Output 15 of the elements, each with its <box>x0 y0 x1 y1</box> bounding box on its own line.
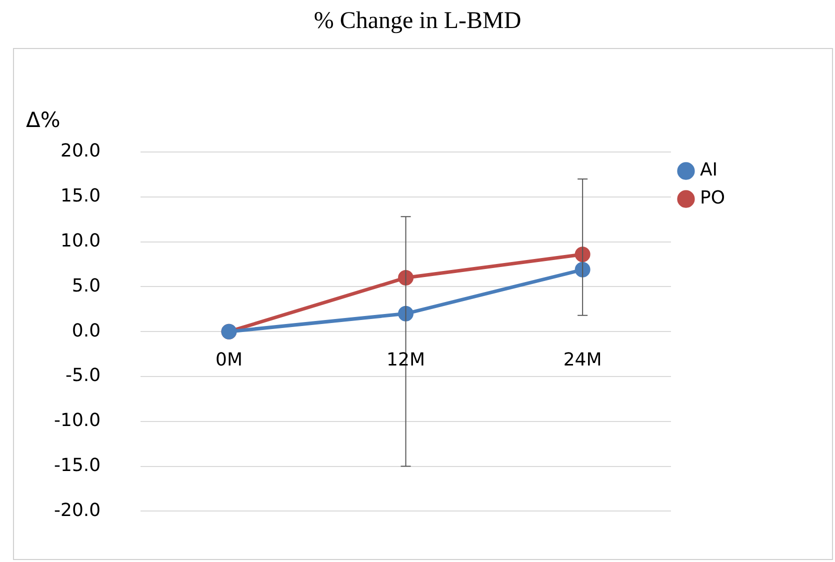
legend-label: AI <box>700 160 718 181</box>
chart-title: % Change in L-BMD <box>312 8 522 35</box>
legend-label: PO <box>700 188 726 209</box>
x-tick-label: 0M <box>215 349 242 370</box>
x-tick-label: 24M <box>563 349 602 370</box>
y-tick-label: 0.0 <box>72 320 101 342</box>
y-tick-label: -15.0 <box>54 454 101 476</box>
y-tick-label: 5.0 <box>72 275 101 296</box>
y-tick-label: -10.0 <box>54 410 101 432</box>
y-tick-label: 15.0 <box>60 186 101 207</box>
y-axis-title: Δ% <box>26 108 60 132</box>
y-tick-label: 20.0 <box>60 140 101 162</box>
y-tick-label: 10.0 <box>60 230 101 252</box>
y-tick-label: -20.0 <box>54 500 101 521</box>
y-tick-label: -5.0 <box>65 365 101 386</box>
